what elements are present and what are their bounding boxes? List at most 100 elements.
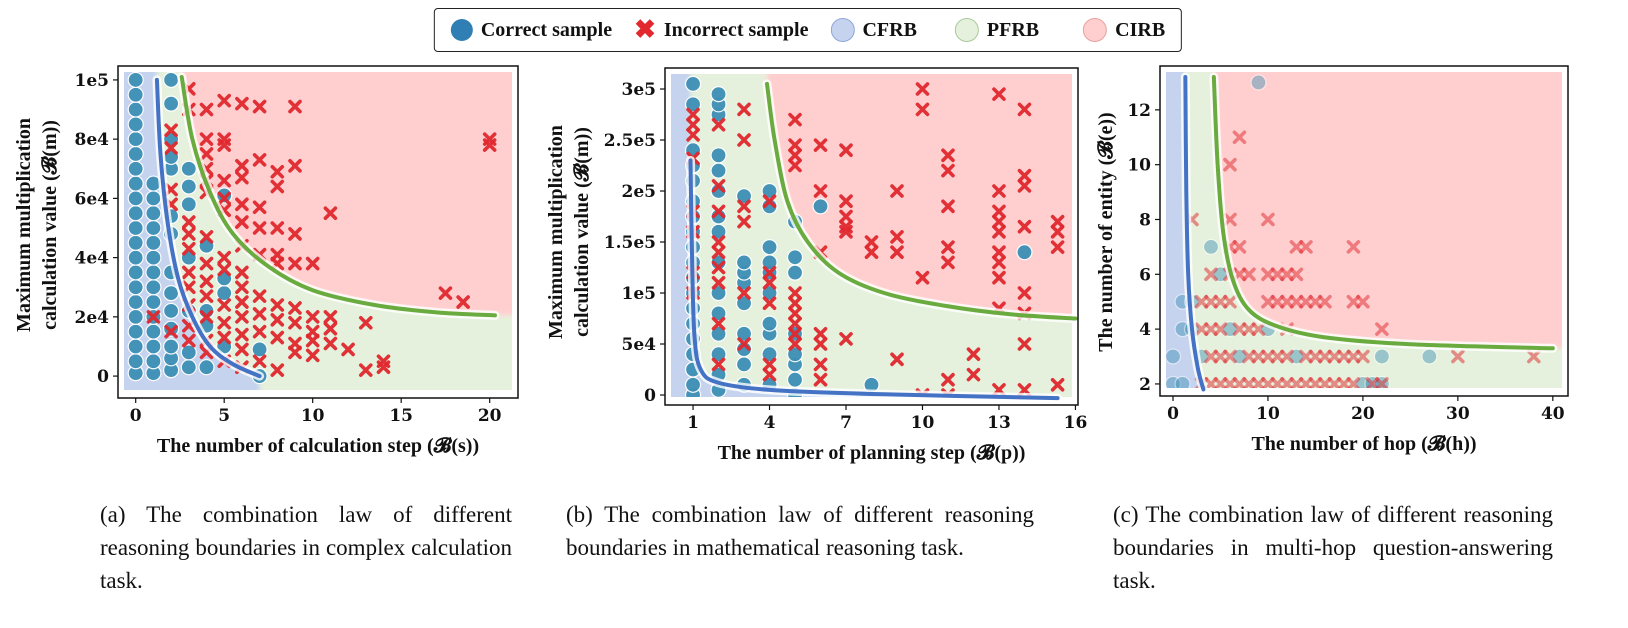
incorrect-sample-point [1356, 349, 1370, 364]
incorrect-sample-point [288, 99, 302, 114]
correct-sample-point [127, 264, 144, 281]
incorrect-sample-point [839, 219, 853, 234]
incorrect-sample-point [1204, 294, 1218, 309]
incorrect-sample-point [1289, 377, 1304, 388]
incorrect-sample-point [788, 337, 802, 351]
incorrect-sample-point [217, 298, 231, 312]
incorrect-sample-point [1232, 130, 1247, 145]
incorrect-sample-point [1365, 377, 1380, 388]
incorrect-sample-point [252, 289, 267, 303]
incorrect-sample-point [1280, 294, 1294, 309]
incorrect-sample-point [1204, 377, 1218, 388]
correct-sample-point [786, 264, 804, 281]
incorrect-sample-point [1308, 377, 1323, 388]
incorrect-sample-point [199, 102, 214, 117]
points [1166, 74, 1541, 388]
incorrect-sample-point [235, 170, 249, 185]
x-tick-label: 7 [840, 413, 852, 433]
incorrect-sample-point [199, 289, 214, 303]
correct-sample-point [127, 308, 144, 325]
incorrect-sample-point [181, 241, 196, 256]
incorrect-sample-point [915, 270, 930, 285]
incorrect-sample-point [1251, 322, 1266, 336]
correct-sample-point [162, 95, 180, 112]
incorrect-sample-point [762, 194, 777, 209]
incorrect-sample-point [323, 321, 338, 336]
cirb-swatch-icon [1083, 18, 1108, 42]
correct-sample-point [786, 346, 804, 363]
incorrect-sample-point [181, 227, 196, 241]
incorrect-sample-point [199, 230, 214, 244]
correct-sample-point [180, 344, 197, 361]
regions [671, 74, 1072, 397]
incorrect-sample-point [235, 280, 249, 295]
correct-sample-point [127, 145, 144, 163]
x-tick-label: 5 [218, 406, 230, 426]
y-axis-title: calculation value (𝓑(m)) [39, 120, 61, 330]
correct-sample-point [127, 279, 144, 296]
y-axis-title: Maximum multiplication [13, 118, 35, 332]
incorrect-sample-point [737, 102, 751, 117]
incorrect-sample-point [992, 184, 1006, 198]
incorrect-sample-point [1223, 212, 1237, 227]
incorrect-sample-point [992, 214, 1006, 229]
incorrect-sample-point [1050, 240, 1065, 254]
incorrect-sample-point [1232, 322, 1247, 336]
cfrb-boundary-curve [154, 77, 262, 379]
x-tick-label: 30 [1446, 404, 1470, 424]
correct-sample-point [162, 338, 180, 355]
cirb-region [181, 72, 512, 316]
correct-sample-point [127, 116, 144, 133]
correct-sample-point [710, 86, 727, 103]
incorrect-sample-point [199, 132, 214, 146]
correct-sample-point [684, 75, 702, 93]
incorrect-sample-point [1213, 322, 1228, 336]
correct-sample-point [735, 188, 753, 205]
x-tick-label: 10 [911, 413, 935, 433]
correct-sample-point [180, 160, 197, 177]
legend-label: CIRB [1115, 18, 1166, 41]
incorrect-sample-point [941, 148, 955, 163]
incorrect-sample-point [181, 333, 196, 348]
correct-sample-point [145, 279, 162, 296]
correct-sample-point [1421, 348, 1438, 365]
incorrect-sample-point [1327, 377, 1342, 388]
incorrect-sample-point [217, 330, 231, 345]
incorrect-sample-point [1242, 322, 1256, 336]
x-tick-label: 0 [1167, 404, 1179, 424]
x-tick-label: 1 [687, 413, 699, 433]
incorrect-sample-point [762, 367, 777, 382]
incorrect-sample-point [1017, 286, 1032, 300]
incorrect-sample-point [788, 286, 802, 300]
incorrect-sample-point [1337, 377, 1351, 388]
x-tick-label: 20 [1351, 404, 1375, 424]
correct-sample-point [710, 346, 727, 363]
incorrect-sample-point [1213, 349, 1228, 364]
incorrect-sample-point [941, 199, 955, 214]
y-tick-label: 6e4 [75, 189, 110, 209]
incorrect-sample-point [788, 112, 802, 127]
correct-sample-marker-icon [450, 19, 473, 41]
incorrect-sample-point [1261, 377, 1275, 388]
incorrect-sample-point [788, 327, 802, 341]
incorrect-sample-point [235, 310, 249, 324]
y-tick-label: 3e5 [622, 80, 656, 100]
correct-sample-point [127, 205, 144, 222]
panel-c: 0 10 20 30 40 2 4 6 8 10 12 The number of hop (𝓑(h)… [1095, 65, 1569, 455]
incorrect-sample-point [839, 332, 853, 346]
incorrect-sample-point [270, 247, 285, 262]
pfrb-boundary-curve [764, 81, 1078, 321]
correct-sample-point [127, 86, 144, 103]
correct-sample-point [786, 249, 804, 266]
correct-sample-point [1250, 74, 1267, 91]
incorrect-sample-point [217, 132, 231, 146]
incorrect-sample-point [1194, 322, 1209, 336]
x-tick-label: 15 [389, 406, 413, 426]
incorrect-sample-point [992, 270, 1006, 285]
legend-label: Correct sample [480, 18, 613, 41]
incorrect-sample-point [1299, 294, 1313, 309]
x-tick-label: 16 [1064, 413, 1088, 433]
correct-sample-point [180, 178, 197, 195]
pfrb-swatch-icon [954, 18, 979, 42]
incorrect-sample-point [438, 286, 453, 300]
